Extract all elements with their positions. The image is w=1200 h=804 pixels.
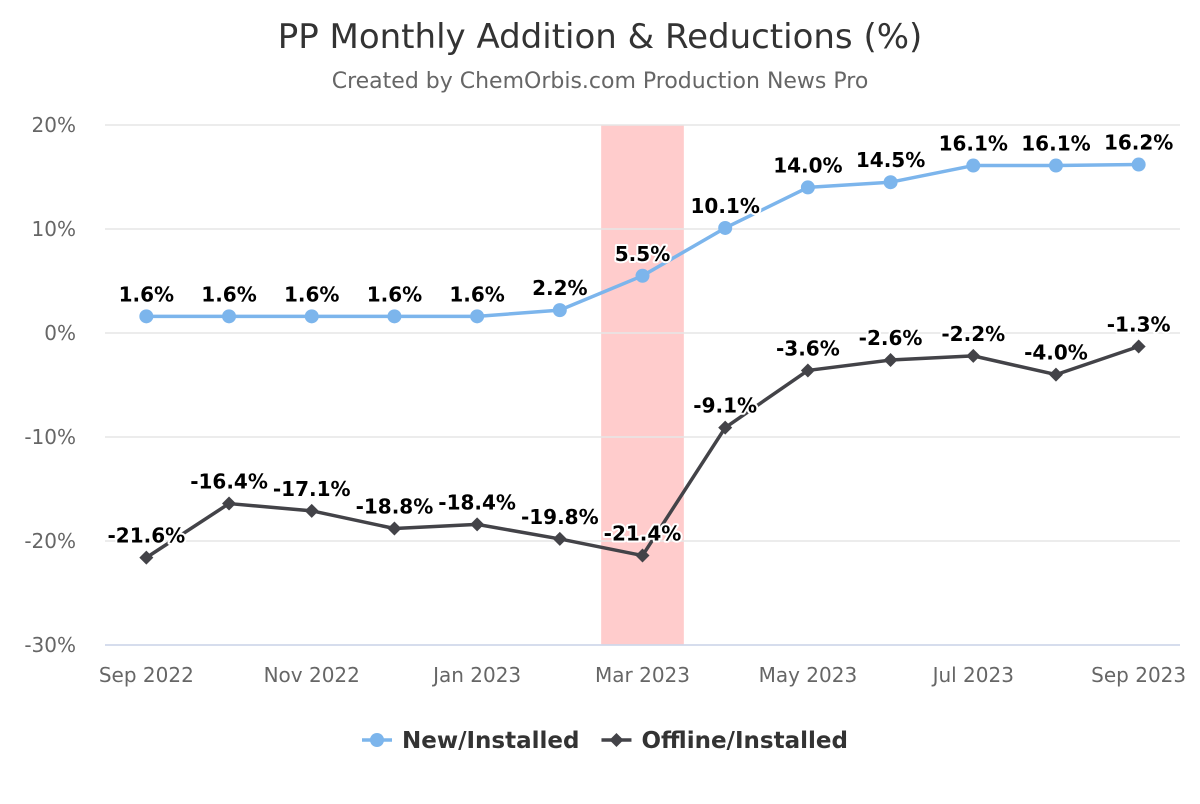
data-point-circle[interactable] bbox=[800, 180, 815, 195]
data-label: -21.4% bbox=[604, 522, 682, 546]
data-label: 1.6% bbox=[449, 282, 504, 306]
data-label: -21.6% bbox=[108, 524, 186, 548]
data-label: -19.8% bbox=[521, 505, 599, 529]
data-label: 16.1% bbox=[939, 132, 1008, 156]
data-point-circle[interactable] bbox=[470, 309, 485, 324]
y-tick-label: 20% bbox=[32, 113, 76, 137]
x-tick-label: Jan 2023 bbox=[431, 663, 521, 687]
data-point-diamond[interactable] bbox=[800, 363, 815, 378]
highlight-band-layer bbox=[601, 125, 684, 645]
data-label: 5.5% bbox=[615, 242, 670, 266]
y-tick-label: -10% bbox=[24, 425, 76, 449]
data-label: 2.2% bbox=[532, 276, 587, 300]
y-axis-tick-labels: 20% 10% 0% -10% -20% -30% bbox=[24, 113, 76, 657]
series-layer bbox=[139, 157, 1146, 565]
x-tick-label: May 2023 bbox=[759, 663, 858, 687]
data-label: 1.6% bbox=[119, 282, 174, 306]
data-point-diamond[interactable] bbox=[222, 496, 237, 511]
data-point-circle[interactable] bbox=[1131, 157, 1146, 172]
y-tick-label: -30% bbox=[24, 633, 76, 657]
data-label: -2.2% bbox=[941, 322, 1005, 346]
data-label: 1.6% bbox=[284, 282, 339, 306]
chart-subtitle: Created by ChemOrbis.com Production News… bbox=[332, 69, 869, 94]
data-label: 14.0% bbox=[773, 153, 842, 177]
data-point-circle[interactable] bbox=[387, 309, 402, 324]
legend-label: Offline/Installed bbox=[641, 728, 847, 754]
x-tick-label: Nov 2022 bbox=[264, 663, 360, 687]
data-point-circle[interactable] bbox=[966, 158, 981, 173]
legend[interactable]: New/Installed Offline/Installed bbox=[362, 728, 848, 754]
data-point-diamond[interactable] bbox=[139, 550, 154, 565]
data-point-circle[interactable] bbox=[304, 309, 319, 324]
data-point-diamond[interactable] bbox=[883, 353, 898, 368]
x-tick-label: Mar 2023 bbox=[595, 663, 690, 687]
data-label: -4.0% bbox=[1024, 341, 1088, 365]
data-point-diamond[interactable] bbox=[470, 517, 485, 532]
data-point-circle[interactable] bbox=[718, 220, 733, 235]
legend-marker-diamond bbox=[609, 733, 624, 747]
data-label: 1.6% bbox=[201, 282, 256, 306]
x-axis-tick-labels: Sep 2022 Nov 2022 Jan 2023 Mar 2023 May 2023… bbox=[99, 663, 1186, 687]
data-label: -18.8% bbox=[356, 495, 434, 519]
y-tick-label: -20% bbox=[24, 529, 76, 553]
highlight-band bbox=[601, 125, 684, 645]
data-point-diamond[interactable] bbox=[966, 348, 981, 363]
legend-label: New/Installed bbox=[402, 728, 579, 754]
legend-marker-circle bbox=[370, 733, 384, 747]
data-point-circle[interactable] bbox=[883, 175, 898, 190]
data-point-circle[interactable] bbox=[552, 303, 567, 318]
data-point-diamond[interactable] bbox=[1131, 339, 1146, 354]
data-label: 16.1% bbox=[1021, 132, 1090, 156]
data-point-circle[interactable] bbox=[139, 309, 154, 324]
grid-layer bbox=[105, 124, 1180, 646]
data-point-diamond[interactable] bbox=[387, 521, 402, 536]
data-label: -16.4% bbox=[190, 470, 268, 494]
y-tick-label: 10% bbox=[32, 217, 76, 241]
data-label: 16.2% bbox=[1104, 131, 1173, 155]
data-point-circle[interactable] bbox=[635, 268, 650, 283]
data-point-diamond[interactable] bbox=[304, 503, 319, 518]
data-point-circle[interactable] bbox=[222, 309, 237, 324]
data-point-diamond[interactable] bbox=[635, 548, 650, 563]
data-label: 14.5% bbox=[856, 148, 925, 172]
legend-item-0[interactable]: New/Installed bbox=[362, 728, 579, 754]
x-tick-label: Sep 2022 bbox=[99, 663, 194, 687]
data-label: -1.3% bbox=[1107, 313, 1171, 337]
data-point-diamond[interactable] bbox=[718, 420, 733, 435]
x-tick-label: Jul 2023 bbox=[931, 663, 1014, 687]
data-point-diamond[interactable] bbox=[1048, 367, 1063, 382]
data-label: -9.1% bbox=[693, 394, 757, 418]
data-label: -2.6% bbox=[859, 326, 923, 350]
data-label-layer: 1.6% 1.6% 1.6% 1.6% 1.6% 2.2% 5.5% 10.1% 14.0% 14… bbox=[106, 129, 1176, 550]
legend-item-1[interactable]: Offline/Installed bbox=[601, 728, 848, 754]
y-tick-label: 0% bbox=[44, 321, 76, 345]
data-label: 1.6% bbox=[367, 282, 422, 306]
data-point-circle[interactable] bbox=[1048, 158, 1063, 173]
x-tick-label: Sep 2023 bbox=[1091, 663, 1186, 687]
data-label: -17.1% bbox=[273, 477, 351, 501]
chart-title: PP Monthly Addition & Reductions (%) bbox=[278, 17, 923, 57]
data-label: -18.4% bbox=[438, 490, 516, 514]
data-point-diamond[interactable] bbox=[552, 531, 567, 546]
data-label: 10.1% bbox=[690, 194, 759, 218]
data-label: -3.6% bbox=[776, 336, 840, 360]
